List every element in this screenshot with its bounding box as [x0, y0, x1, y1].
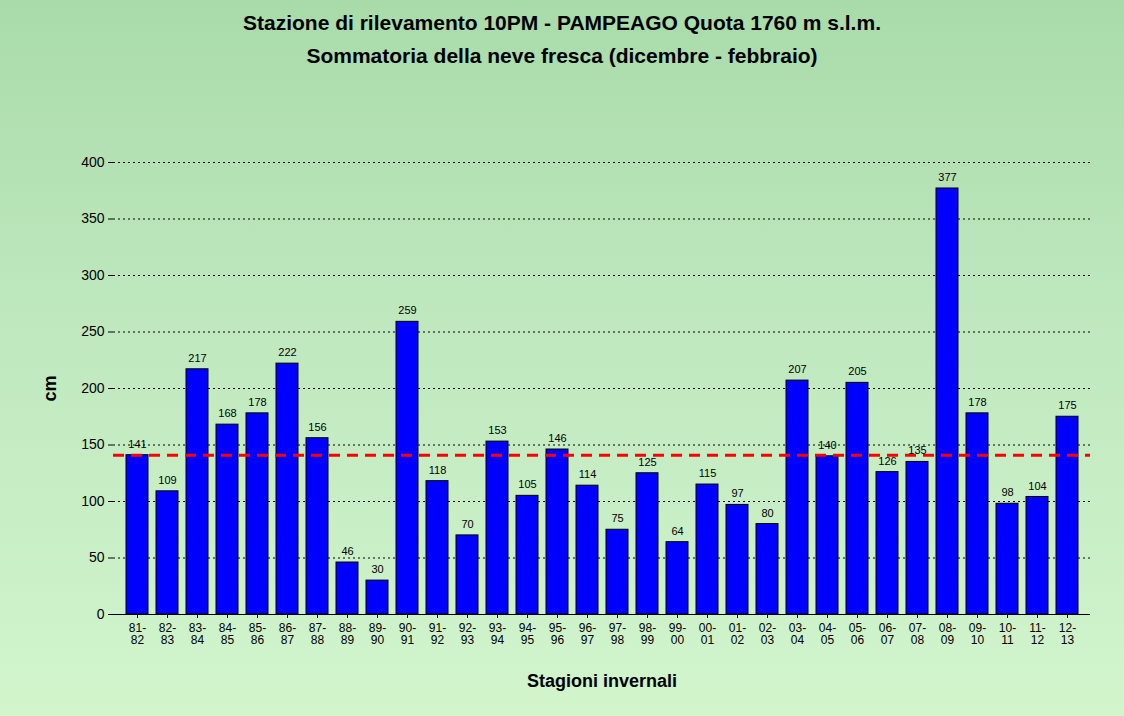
svg-text:114: 114 [579, 468, 597, 480]
svg-text:250: 250 [81, 323, 105, 339]
svg-text:400: 400 [81, 154, 105, 170]
svg-text:06-07: 06-07 [879, 621, 896, 647]
svg-text:84-85: 84-85 [219, 621, 236, 647]
svg-text:205: 205 [848, 365, 866, 377]
svg-text:300: 300 [81, 267, 105, 283]
svg-text:04-05: 04-05 [819, 621, 836, 647]
svg-text:99-00: 99-00 [669, 621, 686, 647]
svg-text:86-87: 86-87 [279, 621, 296, 647]
svg-text:100: 100 [81, 493, 105, 509]
svg-text:104: 104 [1028, 480, 1046, 492]
svg-text:00-01: 00-01 [699, 621, 716, 647]
svg-text:125: 125 [638, 456, 656, 468]
svg-text:200: 200 [81, 380, 105, 396]
svg-text:97: 97 [731, 487, 743, 499]
svg-text:153: 153 [488, 424, 506, 436]
svg-text:350: 350 [81, 210, 105, 226]
svg-text:222: 222 [278, 346, 296, 358]
svg-text:94-95: 94-95 [519, 621, 536, 647]
svg-text:109: 109 [158, 474, 176, 486]
svg-text:96-97: 96-97 [579, 621, 596, 647]
svg-text:207: 207 [788, 363, 806, 375]
svg-text:64: 64 [671, 525, 683, 537]
svg-text:126: 126 [878, 455, 896, 467]
svg-text:92-93: 92-93 [459, 621, 476, 647]
svg-text:259: 259 [398, 304, 416, 316]
svg-text:105: 105 [518, 478, 536, 490]
svg-text:30: 30 [371, 563, 383, 575]
svg-text:50: 50 [89, 549, 105, 565]
svg-text:141: 141 [128, 438, 146, 450]
svg-text:75: 75 [611, 512, 623, 524]
svg-text:02-03: 02-03 [759, 621, 776, 647]
svg-text:70: 70 [461, 518, 473, 530]
svg-text:97-98: 97-98 [609, 621, 626, 647]
svg-text:178: 178 [968, 396, 986, 408]
svg-text:90-91: 90-91 [399, 621, 416, 647]
svg-text:146: 146 [548, 432, 566, 444]
svg-text:10-11: 10-11 [999, 621, 1016, 647]
svg-text:85-86: 85-86 [249, 621, 266, 647]
svg-text:09-10: 09-10 [969, 621, 986, 647]
svg-text:88-89: 88-89 [339, 621, 356, 647]
svg-text:0: 0 [97, 606, 105, 622]
svg-text:80: 80 [761, 507, 773, 519]
svg-text:83-84: 83-84 [189, 621, 206, 647]
svg-text:140: 140 [818, 439, 836, 451]
svg-text:cm: cm [40, 375, 60, 401]
svg-text:95-96: 95-96 [549, 621, 566, 647]
svg-text:91-92: 91-92 [429, 621, 446, 647]
svg-text:178: 178 [248, 396, 266, 408]
svg-text:150: 150 [81, 436, 105, 452]
svg-text:82-83: 82-83 [159, 621, 176, 647]
svg-text:98: 98 [1001, 486, 1013, 498]
svg-text:115: 115 [699, 467, 717, 479]
svg-text:93-94: 93-94 [489, 621, 506, 647]
svg-text:81-82: 81-82 [129, 621, 146, 647]
svg-text:156: 156 [308, 421, 326, 433]
svg-text:11-12: 11-12 [1029, 621, 1045, 647]
html-text:Stazione di rilevamento 10PM -: Stazione di rilevamento 10PM - PAMPEAGO … [243, 11, 881, 34]
svg-text:175: 175 [1058, 399, 1076, 411]
svg-text:03-04: 03-04 [789, 621, 806, 647]
html-text:Sommatoria della neve fresca (: Sommatoria della neve fresca (dicembre -… [306, 44, 818, 67]
svg-text:168: 168 [218, 407, 236, 419]
svg-text:118: 118 [429, 464, 447, 476]
svg-text:377: 377 [938, 171, 956, 183]
svg-text:89-90: 89-90 [369, 621, 386, 647]
svg-text:87-88: 87-88 [309, 621, 326, 647]
svg-text:05-06: 05-06 [849, 621, 866, 647]
svg-text:217: 217 [188, 352, 206, 364]
svg-text:135: 135 [908, 444, 926, 456]
svg-text:Stagioni invernali: Stagioni invernali [527, 671, 677, 691]
svg-text:98-99: 98-99 [639, 621, 656, 647]
svg-text:01-02: 01-02 [729, 621, 746, 647]
svg-text:08-09: 08-09 [939, 621, 956, 647]
svg-text:46: 46 [341, 545, 353, 557]
svg-text:07-08: 07-08 [909, 621, 926, 647]
svg-text:12-13: 12-13 [1059, 621, 1076, 647]
